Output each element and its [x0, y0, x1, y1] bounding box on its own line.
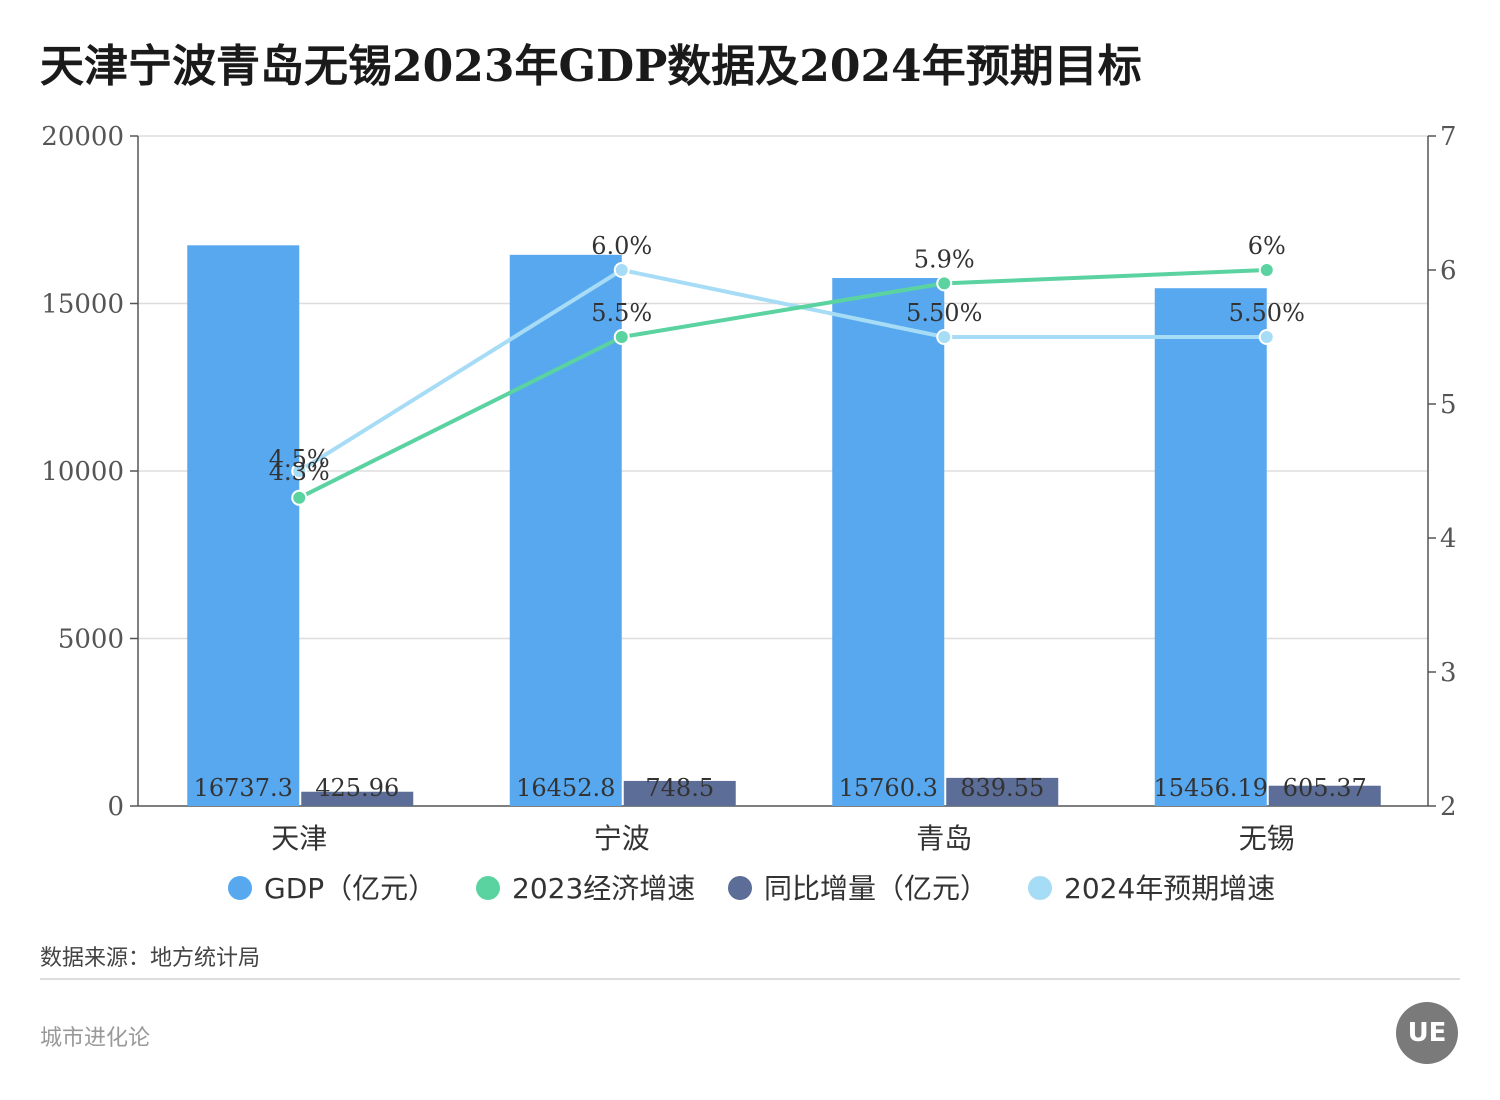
left-tick-label: 5000	[58, 625, 124, 655]
right-tick-label: 3	[1440, 658, 1457, 688]
legend-label: GDP（亿元）	[264, 872, 436, 905]
legend-swatch	[476, 876, 500, 900]
label-target-2024: 4.5%	[269, 445, 330, 473]
legend-swatch	[1028, 876, 1052, 900]
bar-gdp	[832, 278, 945, 807]
bar-gdp-label: 15760.3	[839, 774, 938, 802]
point-growth-2023	[613, 329, 630, 345]
line-growth-2023	[298, 268, 1267, 500]
point-target-2024	[291, 463, 308, 479]
line-target-2024	[298, 267, 1267, 473]
bar-increase-label: 748.5	[645, 774, 714, 802]
legend-label: 2024年预期增速	[1064, 872, 1275, 905]
category-label: 青岛	[916, 822, 972, 855]
legend-swatch	[728, 876, 752, 900]
category-label: 宁波	[594, 822, 650, 855]
left-tick-label: 0	[107, 792, 124, 822]
right-tick-label: 5	[1440, 390, 1457, 420]
bar-gdp	[187, 245, 300, 807]
bar-gdp	[509, 254, 622, 807]
label-growth-2023: 5.9%	[914, 245, 975, 273]
left-tick-label: 10000	[41, 457, 124, 487]
label-target-2024: 6.0%	[591, 232, 652, 260]
label-target-2024: 5.50%	[906, 299, 982, 327]
bar-increase	[1268, 785, 1381, 806]
label-growth-2023: 6%	[1248, 232, 1286, 260]
point-target-2024	[613, 262, 630, 278]
left-tick-label: 15000	[41, 290, 124, 320]
bar-gdp-label: 16737.3	[194, 774, 293, 802]
bar-increase-label: 605.37	[1283, 774, 1367, 802]
brand-logo: UE	[1396, 1002, 1458, 1064]
brand-name: 城市进化论	[40, 1026, 151, 1051]
category-label: 无锡	[1239, 822, 1295, 855]
point-target-2024	[1258, 329, 1275, 345]
right-tick-label: 7	[1440, 122, 1457, 152]
right-tick-label: 2	[1440, 792, 1457, 822]
bar-gdp-label: 16452.8	[516, 774, 615, 802]
point-growth-2023	[1258, 262, 1275, 278]
point-growth-2023	[291, 489, 308, 506]
right-tick-label: 4	[1440, 524, 1457, 554]
footer-divider	[40, 978, 1460, 980]
logo-text: UE	[1407, 1018, 1447, 1048]
legend-swatch	[228, 876, 252, 900]
bar-increase-label: 425.96	[315, 774, 399, 802]
chart-title: 天津宁波青岛无锡2023年GDP数据及2024年预期目标	[40, 41, 1142, 92]
left-tick-label: 20000	[41, 122, 124, 152]
category-label: 天津	[271, 822, 327, 855]
right-tick-label: 6	[1440, 256, 1457, 286]
point-growth-2023	[936, 275, 953, 292]
bar-increase	[623, 780, 736, 806]
label-growth-2023: 4.3%	[269, 458, 330, 486]
label-target-2024: 5.50%	[1229, 299, 1305, 327]
bar-increase-label: 839.55	[960, 774, 1044, 802]
bar-gdp-label: 15456.19	[1153, 774, 1268, 802]
bar-increase	[301, 791, 414, 806]
bar-gdp	[1154, 288, 1267, 806]
legend-label: 2023经济增速	[512, 872, 695, 905]
bar-increase	[946, 777, 1059, 806]
data-source: 数据来源：地方统计局	[40, 946, 261, 971]
point-target-2024	[936, 329, 953, 345]
label-growth-2023: 5.5%	[591, 299, 652, 327]
legend-label: 同比增量（亿元）	[764, 872, 988, 905]
combo-chart: 0 5000 10000 15000 20000 2 3 4 5 6 7 16737.3 425.96 天…	[41, 122, 1457, 905]
